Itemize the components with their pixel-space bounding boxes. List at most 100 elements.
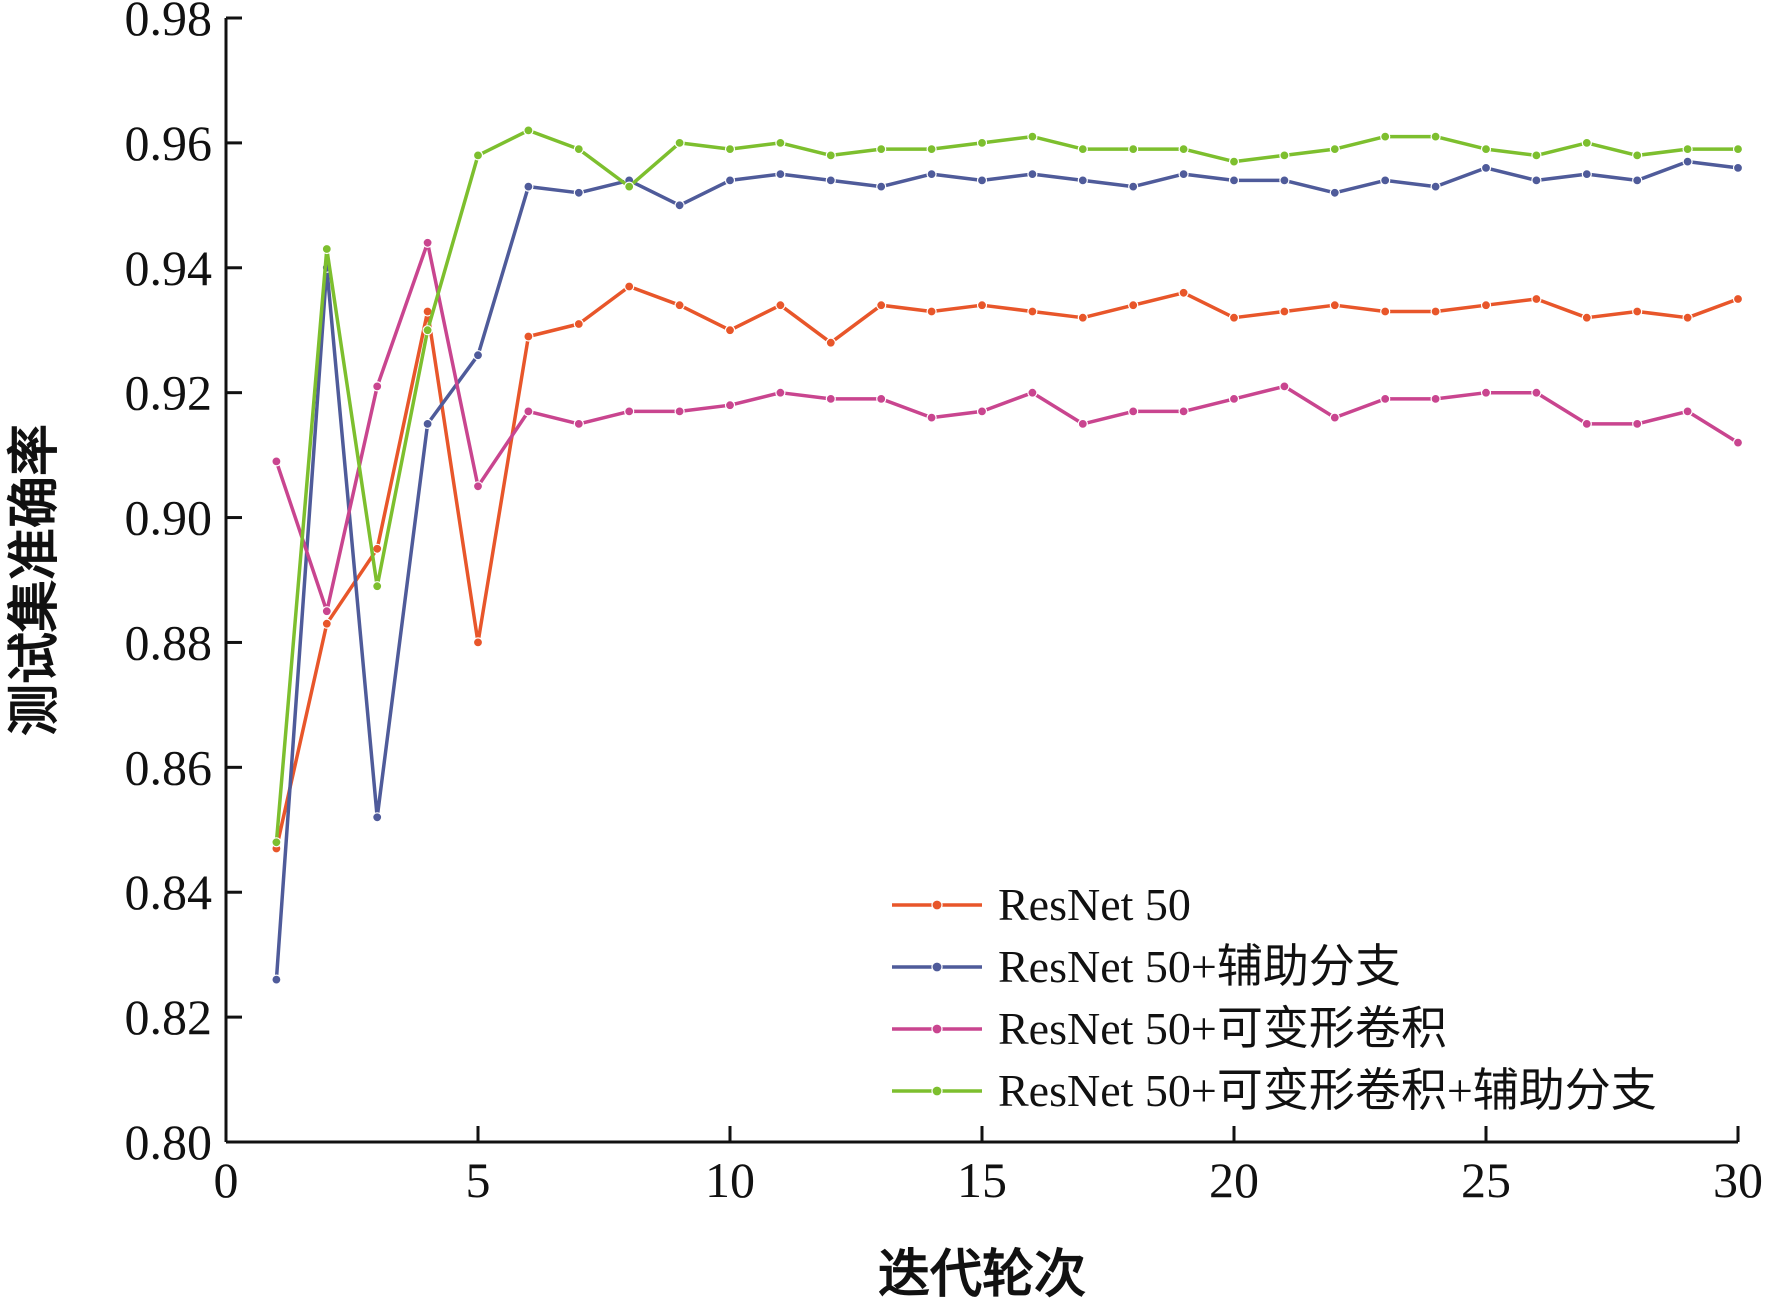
data-point bbox=[876, 393, 887, 404]
x-axis-title: 迭代轮次 bbox=[878, 1245, 1086, 1303]
x-tick-label: 20 bbox=[1209, 1152, 1259, 1208]
data-point bbox=[1178, 144, 1189, 155]
data-point bbox=[624, 181, 635, 192]
x-tick-label: 25 bbox=[1461, 1152, 1511, 1208]
data-point bbox=[1682, 144, 1693, 155]
legend-marker bbox=[931, 1023, 943, 1035]
legend-label: ResNet 50+可变形卷积+辅助分支 bbox=[998, 1065, 1657, 1116]
axes bbox=[224, 18, 1738, 1144]
data-point bbox=[1178, 406, 1189, 417]
data-point bbox=[422, 237, 433, 248]
data-point bbox=[1430, 131, 1441, 142]
data-point bbox=[1077, 312, 1088, 323]
data-point bbox=[1128, 144, 1139, 155]
y-tick-label: 0.96 bbox=[125, 115, 213, 171]
data-point bbox=[1178, 169, 1189, 180]
y-tick-label: 0.90 bbox=[125, 490, 213, 546]
data-point bbox=[271, 837, 282, 848]
data-point bbox=[372, 381, 383, 392]
series-2-line bbox=[274, 159, 1739, 980]
legend-item: ResNet 50 bbox=[892, 879, 1191, 930]
data-point bbox=[976, 406, 988, 417]
data-point bbox=[321, 618, 332, 629]
data-point bbox=[1329, 412, 1340, 423]
data-point bbox=[1531, 293, 1542, 305]
y-tick-label: 0.84 bbox=[125, 864, 213, 920]
legend-label: ResNet 50+辅助分支 bbox=[998, 941, 1401, 992]
data-point bbox=[1732, 144, 1744, 155]
data-point bbox=[1430, 181, 1441, 192]
data-point bbox=[422, 325, 433, 336]
series-3 bbox=[271, 237, 1744, 617]
data-point bbox=[472, 350, 484, 361]
data-point bbox=[1632, 175, 1643, 186]
data-point bbox=[825, 150, 836, 161]
data-point bbox=[1128, 181, 1139, 192]
data-point bbox=[1128, 300, 1139, 311]
x-tick-label: 10 bbox=[705, 1152, 755, 1208]
data-point bbox=[271, 456, 282, 467]
data-point bbox=[926, 144, 937, 155]
data-point bbox=[573, 144, 584, 155]
x-ticks: 0 5 10 15 20 25 30 bbox=[214, 1126, 1763, 1208]
data-point bbox=[674, 300, 685, 311]
data-point bbox=[1228, 393, 1240, 404]
data-point bbox=[1531, 387, 1542, 398]
data-point bbox=[1480, 144, 1492, 155]
x-tick-label: 30 bbox=[1713, 1152, 1763, 1208]
data-point bbox=[724, 175, 736, 186]
data-point bbox=[523, 181, 534, 192]
data-point bbox=[372, 543, 383, 554]
data-point bbox=[724, 144, 736, 155]
data-point bbox=[321, 606, 332, 617]
data-point bbox=[1380, 175, 1391, 186]
data-point bbox=[724, 400, 736, 411]
data-point bbox=[976, 175, 988, 186]
x-tick-label: 5 bbox=[466, 1152, 491, 1208]
data-point bbox=[624, 281, 635, 292]
data-point bbox=[775, 137, 786, 148]
data-point bbox=[926, 306, 937, 317]
data-point bbox=[422, 418, 433, 429]
y-tick-label: 0.80 bbox=[125, 1114, 213, 1170]
data-point bbox=[523, 125, 534, 136]
y-tick-label: 0.98 bbox=[125, 0, 213, 46]
data-point bbox=[825, 393, 836, 404]
data-point bbox=[976, 137, 988, 148]
data-point bbox=[1329, 144, 1340, 155]
data-point bbox=[573, 187, 584, 198]
data-point bbox=[1581, 312, 1592, 323]
data-point bbox=[976, 300, 988, 311]
legend-item: ResNet 50+辅助分支 bbox=[892, 941, 1401, 992]
data-point bbox=[573, 418, 584, 429]
data-point bbox=[271, 974, 282, 985]
data-point bbox=[1732, 437, 1744, 448]
data-point bbox=[1531, 175, 1542, 186]
data-point bbox=[1380, 306, 1391, 317]
data-point bbox=[1027, 131, 1038, 142]
series-layer bbox=[271, 125, 1744, 985]
data-point bbox=[573, 318, 584, 330]
data-point bbox=[1077, 418, 1088, 429]
data-point bbox=[724, 325, 736, 336]
data-point bbox=[1480, 162, 1492, 173]
y-tick-label: 0.82 bbox=[125, 989, 213, 1045]
data-point bbox=[1380, 131, 1391, 142]
data-point bbox=[372, 581, 383, 592]
data-point bbox=[1430, 306, 1441, 317]
data-point bbox=[1279, 381, 1290, 392]
data-point bbox=[674, 406, 685, 417]
data-point bbox=[321, 243, 332, 255]
data-point bbox=[1077, 175, 1088, 186]
x-tick-label: 0 bbox=[214, 1152, 239, 1208]
data-point bbox=[876, 181, 887, 192]
legend-marker bbox=[931, 1085, 943, 1097]
series-4 bbox=[271, 125, 1744, 848]
legend-label: ResNet 50 bbox=[998, 879, 1191, 930]
y-tick-label: 0.88 bbox=[125, 614, 213, 670]
data-point bbox=[1077, 144, 1088, 155]
data-point bbox=[1329, 300, 1340, 311]
data-point bbox=[1228, 156, 1240, 167]
y-tick-label: 0.94 bbox=[125, 240, 213, 296]
